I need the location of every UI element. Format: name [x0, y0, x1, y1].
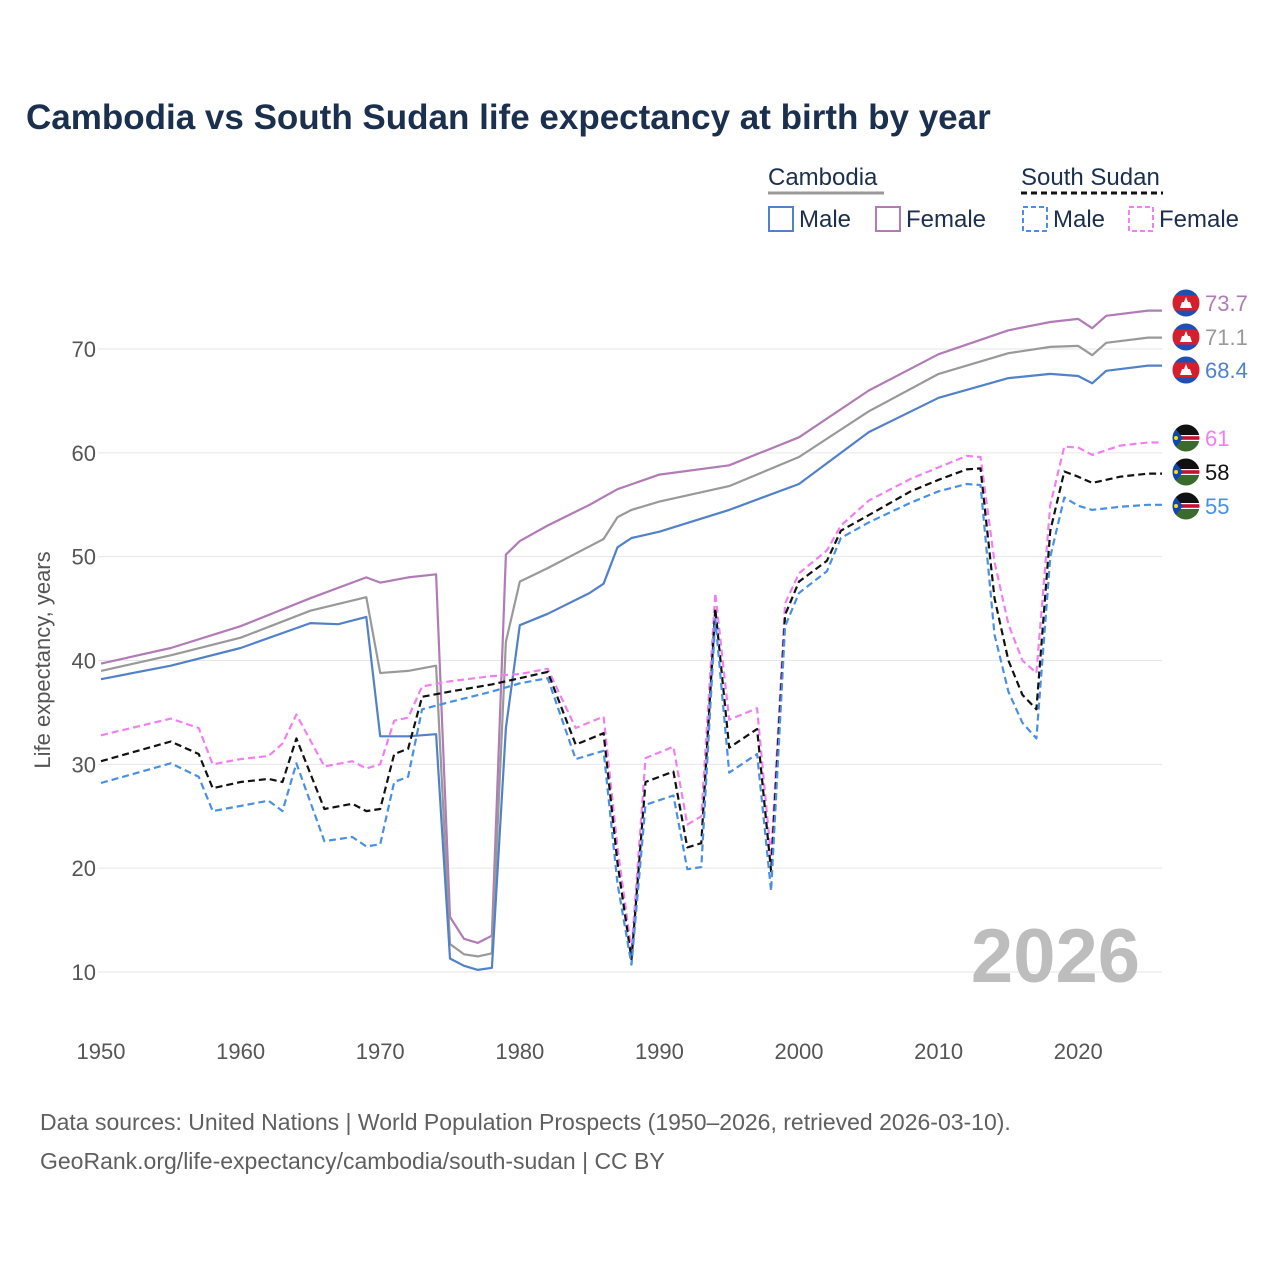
legend-label-south-sudan-male: Male	[1053, 206, 1105, 233]
source-line-1: Data sources: United Nations | World Pop…	[40, 1109, 1011, 1135]
legend-swatch-south-sudan-male	[1022, 206, 1048, 232]
x-tick-label: 1960	[216, 1039, 265, 1064]
y-tick-label: 20	[72, 856, 96, 881]
y-tick-label: 40	[72, 649, 96, 674]
legend-group-south-sudan: South Sudan	[1021, 164, 1160, 191]
flag-south-sudan-icon	[1171, 457, 1201, 487]
year-watermark: 2026	[971, 914, 1140, 999]
chart-title: Cambodia vs South Sudan life expectancy …	[26, 98, 991, 137]
y-tick-label: 50	[72, 545, 96, 570]
legend-swatch-south-sudan-female	[1128, 206, 1154, 232]
legend-label-cambodia-female: Female	[906, 206, 986, 233]
x-tick-label: 1980	[495, 1039, 544, 1064]
end-label-south-sudan-female: 61	[1205, 426, 1229, 451]
series-line-cambodia-total	[100, 336, 1162, 958]
y-tick-label: 10	[72, 960, 96, 985]
gridlines	[98, 348, 1162, 973]
legend-group-cambodia: Cambodia	[768, 164, 878, 191]
x-tick-label: 2010	[914, 1039, 963, 1064]
end-label-south-sudan-total: 58	[1205, 460, 1229, 485]
end-label-cambodia-male: 68.4	[1205, 358, 1248, 383]
legend-label-cambodia-male: Male	[799, 206, 851, 233]
legend: Cambodia South Sudan Male Female Male Fe…	[768, 164, 1239, 233]
series-line-cambodia-male	[100, 364, 1162, 971]
end-label-cambodia-female: 73.7	[1205, 291, 1248, 316]
end-label-cambodia-total: 71.1	[1205, 325, 1248, 350]
series-line-cambodia-female	[100, 309, 1162, 944]
legend-swatch-cambodia-male	[768, 206, 794, 232]
flag-cambodia-icon	[1171, 355, 1201, 385]
flag-cambodia-icon	[1171, 322, 1201, 352]
y-tick-label: 70	[72, 337, 96, 362]
series-lines	[100, 309, 1162, 971]
source-line-2: GeoRank.org/life-expectancy/cambodia/sou…	[40, 1148, 665, 1174]
end-label-south-sudan-male: 55	[1205, 494, 1229, 519]
x-tick-label: 1950	[77, 1039, 126, 1064]
series-line-south-sudan-male	[100, 482, 1162, 966]
end-labels: 73.7 71.1 68.4 61 58 55	[1171, 288, 1248, 521]
legend-swatch-cambodia-female	[875, 206, 901, 232]
y-axis-ticks: 10 20 30 40 50 60 70	[72, 337, 96, 985]
y-tick-label: 30	[72, 752, 96, 777]
x-tick-label: 1970	[356, 1039, 405, 1064]
series-line-south-sudan-total	[100, 467, 1162, 961]
flag-south-sudan-icon	[1171, 423, 1201, 453]
flag-cambodia-icon	[1171, 288, 1201, 318]
series-line-south-sudan-female	[100, 441, 1162, 953]
y-tick-label: 60	[72, 441, 96, 466]
legend-label-south-sudan-female: Female	[1159, 206, 1239, 233]
y-axis-title: Life expectancy, years	[30, 551, 55, 768]
x-tick-label: 2000	[775, 1039, 824, 1064]
flag-south-sudan-icon	[1171, 491, 1201, 521]
x-axis-ticks: 1950 1960 1970 1980 1990 2000 2010 2020	[77, 1039, 1103, 1064]
x-tick-label: 1990	[635, 1039, 684, 1064]
x-tick-label: 2020	[1054, 1039, 1103, 1064]
